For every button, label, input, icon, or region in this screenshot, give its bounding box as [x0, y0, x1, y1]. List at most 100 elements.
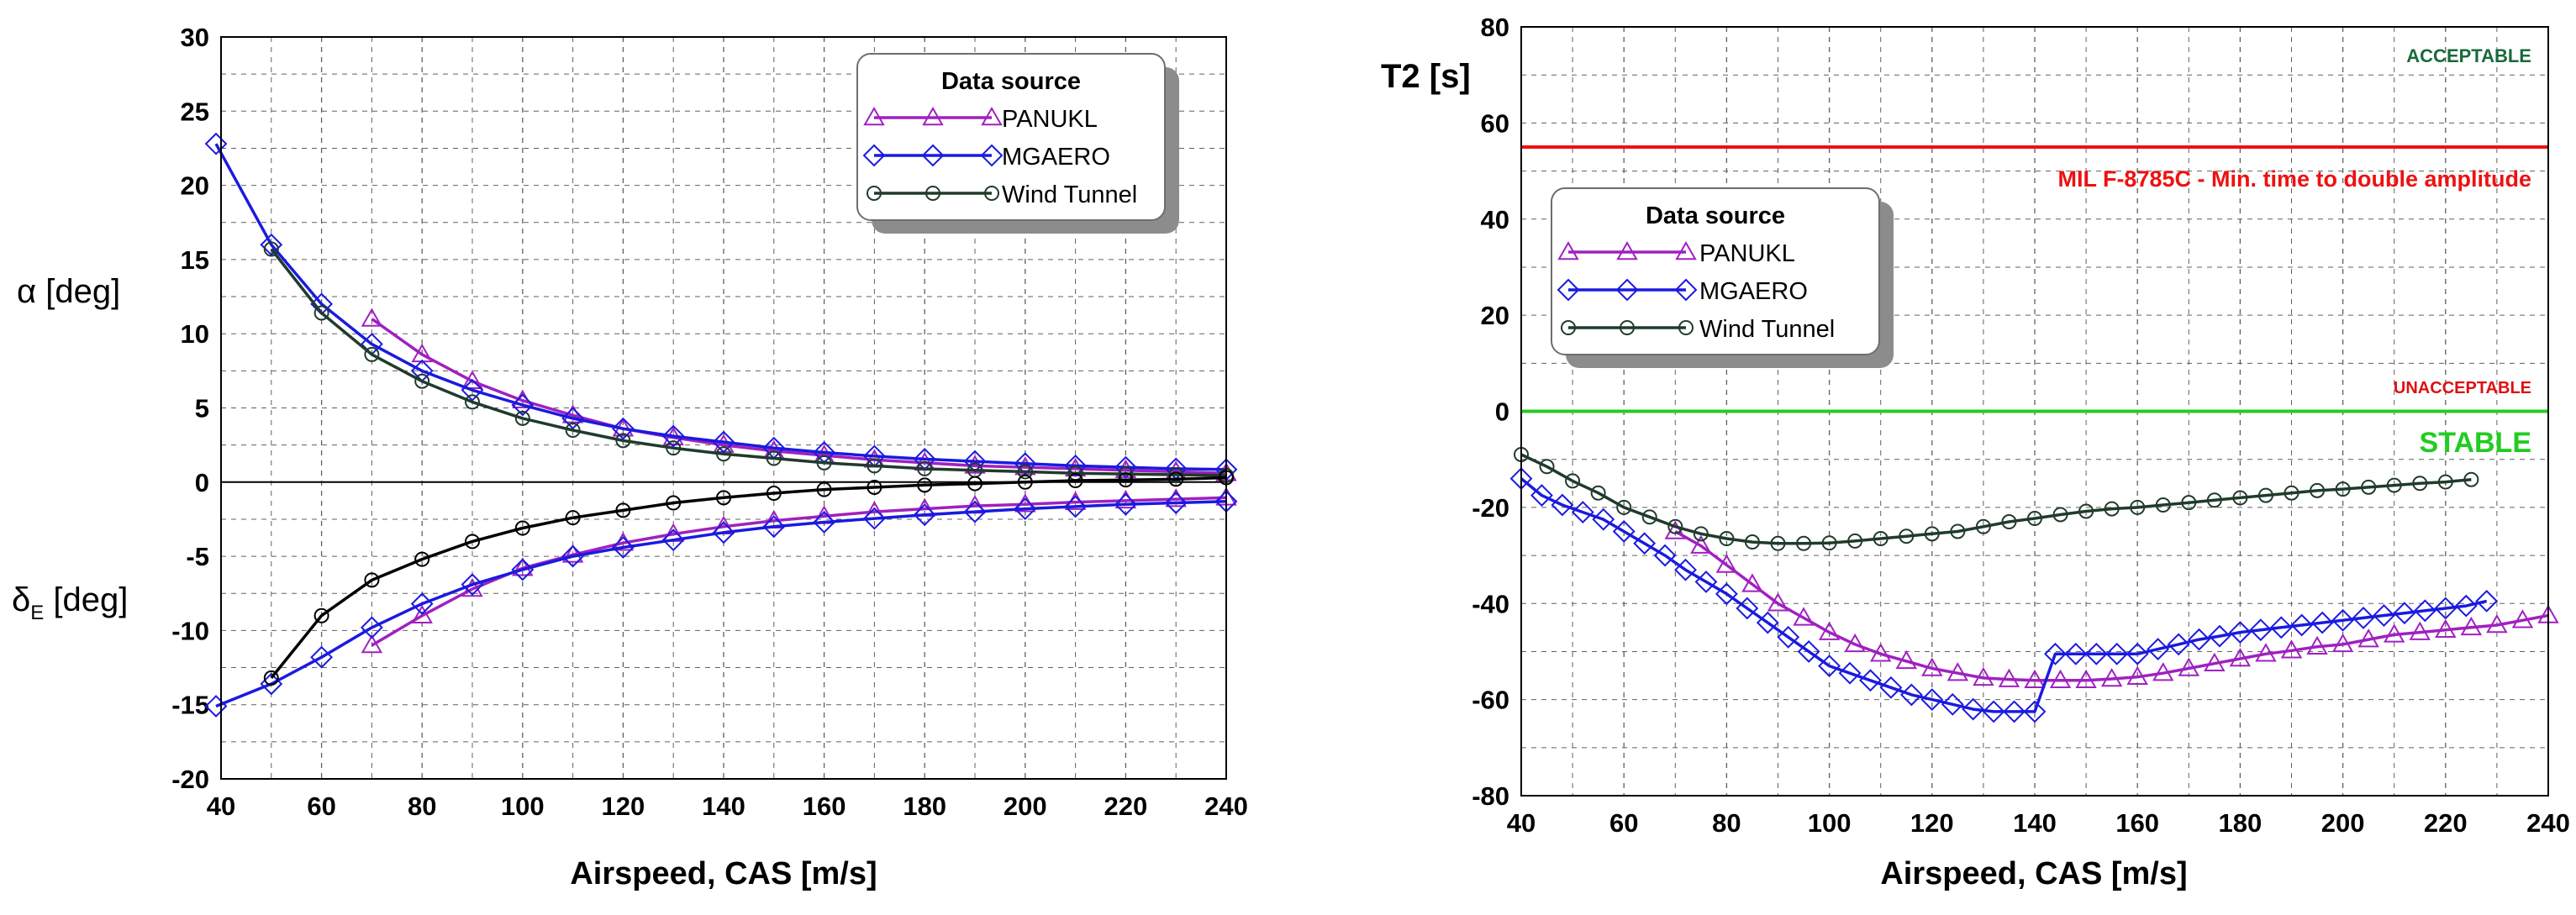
data-point-panukl	[1793, 607, 1815, 626]
data-point-wind-tunnel	[2232, 490, 2248, 506]
data-point-panukl	[1895, 649, 1917, 670]
x-tick-label: 200	[1004, 791, 1047, 821]
data-point-panukl	[2460, 616, 2483, 636]
data-point-wind-tunnel-delta-e	[414, 551, 430, 567]
x-tick-label: 140	[702, 791, 745, 821]
data-point-mgaero	[1838, 661, 1862, 685]
y-tick-label: 25	[181, 97, 209, 126]
data-point-mgaero	[1653, 544, 1677, 567]
data-point-wind-tunnel-delta-e	[313, 607, 329, 623]
data-point-mgaero-delta-e	[360, 616, 383, 639]
legend-marker-panukl	[1675, 240, 1697, 260]
data-point-wind-tunnel-delta-e	[816, 481, 832, 497]
data-point-wind-tunnel-delta-e	[263, 670, 279, 686]
data-point-mgaero-alpha	[1064, 454, 1088, 477]
y-tick-label: 60	[1481, 108, 1509, 138]
data-point-panukl	[2486, 613, 2508, 634]
left-legend-label-wind-tunnel: Wind Tunnel	[1002, 181, 1137, 208]
data-point-mgaero	[2352, 606, 2375, 629]
data-point-wind-tunnel	[2130, 499, 2146, 515]
data-point-wind-tunnel	[2052, 507, 2068, 523]
data-point-wind-tunnel-delta-e	[1118, 472, 1134, 488]
x-tick-label: 240	[1204, 791, 1248, 821]
data-point-wind-tunnel-delta-e	[967, 476, 982, 492]
data-point-panukl-delta-e	[361, 634, 383, 654]
data-point-mgaero	[1715, 582, 1738, 606]
data-point-panukl	[1767, 592, 1789, 612]
data-point-wind-tunnel-alpha	[615, 433, 631, 449]
left-tick-labels: 40 60 80 100 120 140 160 180 200 220 240-20-15-10-…	[171, 23, 1248, 821]
right-legend-label-wind-tunnel: Wind Tunnel	[1699, 316, 1835, 343]
data-point-wind-tunnel	[1641, 509, 1657, 525]
data-point-wind-tunnel	[1719, 531, 1735, 547]
data-point-panukl	[2306, 635, 2328, 655]
x-tick-label: 120	[1910, 808, 1954, 838]
data-point-wind-tunnel-alpha	[414, 373, 430, 389]
legend-marker-mgaero	[1674, 278, 1698, 302]
data-point-mgaero	[2310, 611, 2334, 634]
data-point-wind-tunnel-alpha	[364, 346, 380, 362]
data-point-wind-tunnel-alpha	[917, 460, 933, 476]
data-point-wind-tunnel	[1847, 533, 1863, 549]
data-point-mgaero	[2454, 594, 2478, 618]
data-point-wind-tunnel-alpha	[465, 394, 480, 410]
left-legend: Data source PANUKL MGAERO Wind Tunnel	[856, 53, 1179, 234]
data-point-mgaero	[2393, 602, 2416, 625]
x-tick-label: 80	[1712, 808, 1741, 838]
data-point-panukl	[2357, 628, 2379, 648]
legend-marker-wind-tunnel	[984, 186, 999, 201]
y-tick-label: 20	[1481, 301, 1509, 330]
data-point-mgaero	[2331, 608, 2355, 632]
data-point-mgaero-alpha	[204, 132, 228, 155]
y-tick-label: 15	[181, 245, 209, 275]
data-point-panukl	[1844, 633, 1866, 653]
stable-label: STABLE	[2420, 427, 2531, 459]
x-tick-label: 140	[2013, 808, 2057, 838]
legend-marker-wind-tunnel	[1678, 320, 1694, 335]
x-tick-label: 120	[602, 791, 645, 821]
data-point-mgaero-delta-e	[862, 507, 886, 530]
data-point-wind-tunnel	[1616, 499, 1632, 515]
data-point-wind-tunnel	[2257, 487, 2273, 503]
acceptable-annotation: ACCEPTABLE	[2406, 45, 2531, 66]
legend-marker-panukl	[863, 106, 885, 126]
data-point-mgaero	[2023, 700, 2047, 723]
data-point-panukl	[2280, 639, 2303, 659]
left-legend-label-panukl: PANUKL	[1002, 106, 1098, 133]
right-series	[1509, 446, 2559, 723]
data-point-panukl	[2049, 669, 2072, 688]
data-point-mgaero-alpha	[260, 233, 283, 256]
data-point-mgaero	[1530, 484, 1553, 507]
data-point-mgaero-alpha	[712, 430, 735, 454]
y-tick-label: -15	[171, 691, 209, 720]
data-point-mgaero-alpha	[1014, 452, 1037, 476]
data-point-wind-tunnel	[1744, 534, 1760, 550]
data-point-panukl	[1715, 554, 1738, 573]
data-point-mgaero-delta-e	[1064, 495, 1088, 518]
data-point-wind-tunnel-alpha	[514, 410, 530, 426]
data-point-panukl	[1973, 666, 1994, 686]
x-tick-label: 160	[803, 791, 846, 821]
data-point-panukl	[2229, 648, 2252, 667]
right-y-axis-label: T2 [s]	[1381, 58, 1471, 95]
data-point-wind-tunnel-delta-e	[364, 572, 380, 588]
data-point-mgaero-alpha	[511, 393, 535, 417]
data-point-wind-tunnel	[2155, 497, 2171, 513]
data-point-panukl-delta-e	[561, 544, 584, 563]
data-point-mgaero-delta-e	[1014, 497, 1037, 521]
data-point-wind-tunnel-delta-e	[867, 479, 882, 495]
data-point-wind-tunnel	[2310, 482, 2326, 498]
x-tick-label: 240	[2526, 808, 2570, 838]
x-tick-label: 40	[1507, 808, 1536, 838]
right-x-axis-label: Airspeed, CAS [m/s]	[1880, 856, 2187, 891]
left-plot-border	[220, 36, 1227, 780]
data-point-wind-tunnel	[2181, 495, 2197, 511]
data-point-mgaero	[2373, 604, 2395, 627]
x-tick-label: 60	[307, 791, 335, 821]
data-point-wind-tunnel-alpha	[766, 450, 782, 466]
y-tick-label: 5	[195, 394, 209, 423]
y-tick-label: -40	[1472, 589, 1509, 618]
data-point-mgaero-alpha	[1114, 455, 1137, 479]
legend-marker-wind-tunnel	[1620, 320, 1635, 335]
x-tick-label: 160	[2115, 808, 2159, 838]
